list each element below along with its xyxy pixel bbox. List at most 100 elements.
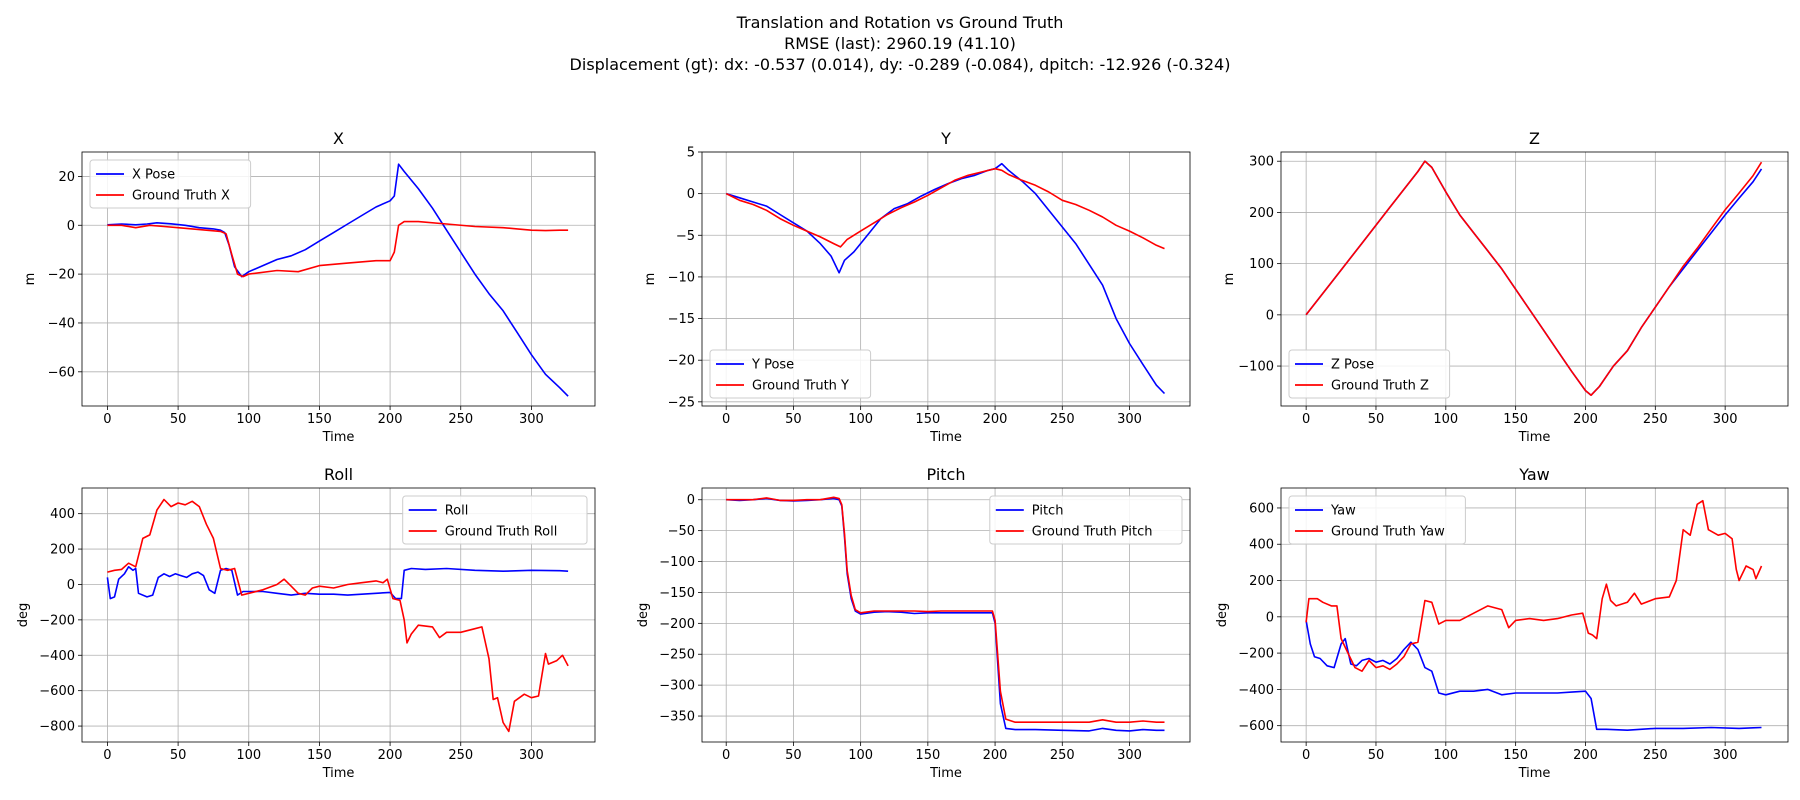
x-tick-label: 100 — [1433, 748, 1458, 763]
axes-frame — [701, 151, 1191, 407]
x-tick-label: 250 — [1643, 748, 1668, 763]
x-axis-label: Time — [929, 766, 962, 781]
x-tick-label: 150 — [307, 412, 332, 427]
axes-frame — [81, 151, 596, 407]
legend-label: Yaw — [1330, 504, 1356, 519]
ground-truth-line — [726, 496, 1165, 724]
legend: X Pose Ground Truth X — [89, 159, 252, 209]
axes-frame — [1280, 151, 1789, 407]
figure-title: Translation and Rotation vs Ground Truth… — [0, 12, 1800, 75]
chart-title: Roll — [324, 465, 353, 484]
pose-line — [106, 565, 569, 600]
x-tick-label: 50 — [170, 748, 187, 763]
chart-yaw: 0 50 100 150 200 250 300 −600 −400 −200 0 200 400 600… — [1215, 465, 1789, 781]
y-axis-label: deg — [636, 603, 651, 628]
axes-frame — [1280, 487, 1789, 743]
y-tick-label: −350 — [659, 710, 695, 725]
chart-title: X — [333, 129, 344, 148]
chart-x: 0 50 100 150 200 250 300 −60 −40 −20 0 20 X Time m X Po… — [23, 129, 596, 445]
x-tick-label: 100 — [236, 748, 261, 763]
y-axis-label: m — [23, 273, 38, 286]
figure-title-line-1: Translation and Rotation vs Ground Truth — [736, 13, 1064, 32]
axes-frame — [701, 487, 1191, 743]
figure-title-line-2: RMSE (last): 2960.19 (41.10) — [784, 34, 1016, 53]
y-tick-label: −40 — [48, 316, 75, 331]
series-group — [725, 162, 1166, 395]
y-axis-label: deg — [16, 603, 31, 628]
x-tick-label: 300 — [1713, 412, 1738, 427]
y-tick-label: −100 — [659, 555, 695, 570]
y-tick-label: −200 — [659, 617, 695, 632]
x-tick-label: 200 — [1573, 748, 1598, 763]
y-tick-label: −100 — [1238, 360, 1274, 375]
legend-label: Ground Truth Y — [752, 379, 849, 394]
chart-z: 0 50 100 150 200 250 300 −100 0 100 200 300 Z Time m Z … — [1222, 129, 1789, 445]
chart-title: Z — [1529, 129, 1540, 148]
ground-truth-line — [1305, 499, 1763, 673]
y-tick-label: 0 — [67, 578, 75, 593]
x-tick-label: 200 — [378, 412, 403, 427]
x-tick-label: 150 — [1503, 748, 1528, 763]
axes-frame — [81, 487, 596, 743]
legend-label: Ground Truth Z — [1331, 379, 1429, 394]
x-tick-label: 250 — [448, 412, 473, 427]
x-tick-label: 100 — [848, 412, 873, 427]
y-tick-label: 20 — [58, 170, 75, 185]
legend-label: Ground Truth X — [132, 189, 230, 204]
chart-roll: 0 50 100 150 200 250 300 −800 −600 −400 −200 0 200 40… — [16, 465, 596, 781]
legend-box — [402, 495, 588, 545]
x-tick-label: 250 — [1643, 412, 1668, 427]
x-axis-label: Time — [322, 766, 355, 781]
pose-line — [107, 163, 569, 397]
series-group — [1305, 160, 1763, 397]
legend: Yaw Ground Truth Yaw — [1288, 495, 1466, 545]
y-tick-label: −60 — [48, 365, 75, 380]
x-axis-label: Time — [322, 430, 355, 445]
y-tick-label: −200 — [1238, 647, 1274, 662]
x-tick-label: 50 — [785, 412, 802, 427]
x-tick-label: 50 — [1368, 748, 1385, 763]
legend-box — [89, 159, 252, 209]
ground-truth-line — [1305, 160, 1763, 397]
x-axis-label: Time — [1518, 766, 1551, 781]
x-tick-label: 0 — [1302, 412, 1310, 427]
legend-label: X Pose — [132, 168, 175, 183]
y-tick-label: 200 — [50, 543, 75, 558]
legend-label: Ground Truth Roll — [445, 525, 558, 540]
series-group — [1305, 499, 1763, 732]
x-tick-label: 50 — [785, 748, 802, 763]
y-tick-label: 0 — [687, 187, 695, 202]
y-tick-label: −400 — [39, 649, 75, 664]
x-tick-label: 250 — [448, 748, 473, 763]
x-axis-label: Time — [929, 430, 962, 445]
ground-truth-line — [107, 498, 569, 733]
y-tick-label: −15 — [668, 312, 695, 327]
y-axis-label: deg — [1215, 603, 1230, 628]
y-tick-label: −200 — [39, 613, 75, 628]
x-tick-label: 0 — [722, 412, 730, 427]
figure-title-line-3: Displacement (gt): dx: -0.537 (0.014), d… — [569, 55, 1231, 74]
y-tick-label: −50 — [668, 524, 695, 539]
x-tick-label: 100 — [1433, 412, 1458, 427]
y-tick-label: 400 — [1249, 538, 1274, 553]
x-tick-label: 50 — [1368, 412, 1385, 427]
ground-truth-line — [725, 167, 1165, 250]
x-tick-label: 250 — [1050, 748, 1075, 763]
y-tick-label: 300 — [1249, 155, 1274, 170]
x-tick-label: 200 — [378, 748, 403, 763]
y-tick-label: −300 — [659, 679, 695, 694]
x-tick-label: 50 — [170, 412, 187, 427]
x-tick-label: 0 — [722, 748, 730, 763]
y-tick-label: 0 — [687, 493, 695, 508]
y-tick-label: −20 — [48, 268, 75, 283]
y-tick-label: −5 — [676, 229, 695, 244]
chart-title: Pitch — [927, 465, 966, 484]
legend-box — [1288, 495, 1466, 545]
x-tick-label: 300 — [519, 412, 544, 427]
x-tick-label: 200 — [1573, 412, 1598, 427]
x-tick-label: 300 — [1117, 748, 1142, 763]
x-tick-label: 0 — [103, 412, 111, 427]
x-tick-label: 250 — [1050, 412, 1075, 427]
legend: Y Pose Ground Truth Y — [709, 349, 872, 399]
